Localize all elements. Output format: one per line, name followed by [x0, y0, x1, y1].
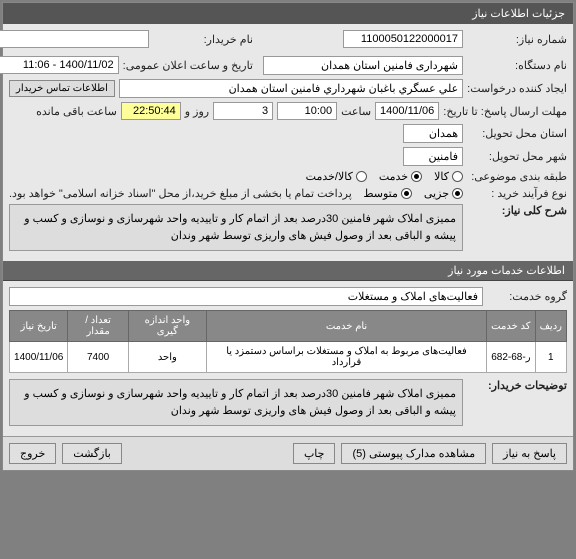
th-unit: واحد اندازه گیری [128, 311, 206, 342]
buyer-note-box: ممیزی املاک شهر فامنین 30درصد بعد از اتم… [9, 379, 463, 426]
th-date: تاریخ نیاز [10, 311, 68, 342]
deadline-time-field: 10:00 [277, 102, 337, 120]
remaining-label: ساعت باقی مانده [36, 105, 117, 118]
header-content: شماره نیاز: 1100050122000017 نام دستگاه:… [3, 24, 573, 261]
desc-label: شرح کلی نیاز: [467, 204, 567, 217]
buyer-name-label: نام خریدار: [153, 33, 253, 46]
deadline-label: مهلت ارسال پاسخ: تا تاریخ: [443, 105, 567, 118]
services-table: ردیف کد خدمت نام خدمت واحد اندازه گیری ت… [9, 310, 567, 373]
process-medium[interactable]: متوسط [363, 187, 412, 200]
days-label: روز و [185, 105, 209, 118]
print-button[interactable]: چاپ [293, 443, 336, 464]
contact-info-button[interactable]: اطلاعات تماس خریدار [9, 80, 115, 97]
announce-field: 1400/11/02 - 11:06 [0, 56, 119, 74]
province-field: همدان [403, 124, 463, 143]
city-field: فامنین [403, 147, 463, 166]
services-content: گروه خدمت: فعالیت‌های املاک و مستغلات رد… [3, 281, 573, 436]
category-both[interactable]: کالا/خدمت [306, 170, 367, 183]
category-kala[interactable]: کالا [434, 170, 463, 183]
group-field: فعالیت‌های املاک و مستغلات [9, 287, 483, 306]
category-radio-group: کالا خدمت کالا/خدمت [306, 170, 463, 183]
time-label: ساعت [341, 105, 371, 118]
table-row: 1 ر-68-682 فعالیت‌های مربوط به املاک و م… [10, 342, 567, 373]
announce-label: تاریخ و ساعت اعلان عمومی: [123, 59, 253, 72]
td-name: فعالیت‌های مربوط به املاک و مستغلات براس… [206, 342, 486, 373]
th-name: نام خدمت [206, 311, 486, 342]
buyer-note-label: توضیحات خریدار: [467, 379, 567, 392]
countdown-field: 22:50:44 [121, 102, 181, 120]
services-section-header: اطلاعات خدمات مورد نیاز [3, 261, 573, 281]
table-header-row: ردیف کد خدمت نام خدمت واحد اندازه گیری ت… [10, 311, 567, 342]
category-khedmat[interactable]: خدمت [379, 170, 422, 183]
org-name-label: نام دستگاه: [467, 59, 567, 72]
need-number-label: شماره نیاز: [467, 33, 567, 46]
deadline-date-field: 1400/11/06 [375, 102, 439, 120]
province-label: استان محل تحویل: [467, 127, 567, 140]
th-qty: تعداد / مقدار [68, 311, 128, 342]
process-label: نوع فرآیند خرید : [467, 187, 567, 200]
window-titlebar: جزئیات اطلاعات نیاز [3, 3, 573, 24]
td-code: ر-68-682 [487, 342, 535, 373]
td-date: 1400/11/06 [10, 342, 68, 373]
details-window: جزئیات اطلاعات نیاز شماره نیاز: 11000501… [2, 2, 574, 471]
back-button[interactable]: بازگشت [62, 443, 122, 464]
window-title: جزئیات اطلاعات نیاز [472, 8, 565, 20]
process-radio-group: جزیی متوسط [363, 187, 463, 200]
th-row: ردیف [535, 311, 566, 342]
description-box: ممیزی املاک شهر فامنین 30درصد بعد از اتم… [9, 204, 463, 251]
td-qty: 7400 [68, 342, 128, 373]
group-label: گروه خدمت: [487, 290, 567, 303]
footer-bar: پاسخ به نیاز مشاهده مدارک پیوستی (5) چاپ… [3, 436, 573, 470]
requester-label: ایجاد کننده درخواست: [467, 82, 567, 95]
th-code: کد خدمت [487, 311, 535, 342]
respond-button[interactable]: پاسخ به نیاز [492, 443, 567, 464]
requester-field: علي عسگري باغبان شهرداري فامنين استان هم… [119, 79, 463, 98]
days-remaining-field: 3 [213, 102, 273, 120]
td-row: 1 [535, 342, 566, 373]
city-label: شهر محل تحویل: [467, 150, 567, 163]
attachments-button[interactable]: مشاهده مدارک پیوستی (5) [341, 443, 486, 464]
need-number-field: 1100050122000017 [343, 30, 463, 48]
payment-note: پرداخت تمام یا بخشی از مبلغ خرید،از محل … [9, 187, 352, 200]
org-name-field: شهرداری فامنین استان همدان [263, 56, 463, 75]
buyer-name-field [0, 30, 149, 48]
category-label: طبقه بندی موضوعی: [467, 170, 567, 183]
exit-button[interactable]: خروج [9, 443, 56, 464]
process-minor[interactable]: جزیی [424, 187, 463, 200]
td-unit: واحد [128, 342, 206, 373]
